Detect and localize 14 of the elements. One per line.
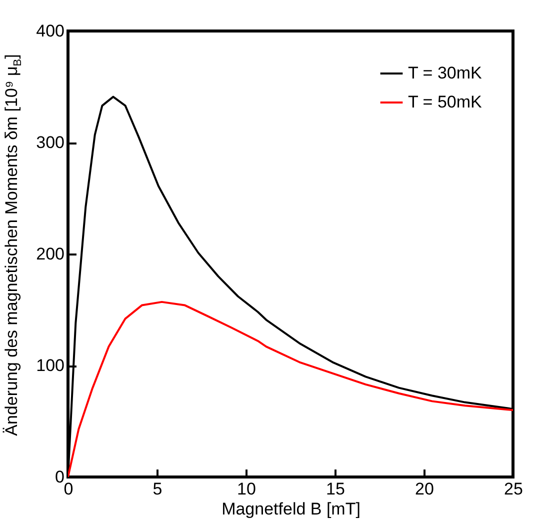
y-tick-label: 300 (36, 133, 64, 152)
y-tick-label: 100 (36, 356, 64, 375)
x-tick-label: 25 (504, 480, 523, 498)
y-tick-label: 200 (36, 244, 64, 264)
x-tick-label: 20 (415, 480, 434, 498)
y-tick-label: 400 (36, 22, 64, 40)
legend-label: T = 30mK (408, 64, 483, 82)
legend-label: T = 50mK (408, 92, 483, 112)
line-series (68, 300, 513, 477)
y-tick-label: 0 (55, 468, 64, 486)
x-tick-label: 15 (326, 480, 345, 498)
x-tick-label: 5 (152, 480, 162, 498)
x-tick-label: 10 (237, 480, 256, 498)
x-axis-title: Magnetfeld B [mT] (222, 500, 360, 518)
